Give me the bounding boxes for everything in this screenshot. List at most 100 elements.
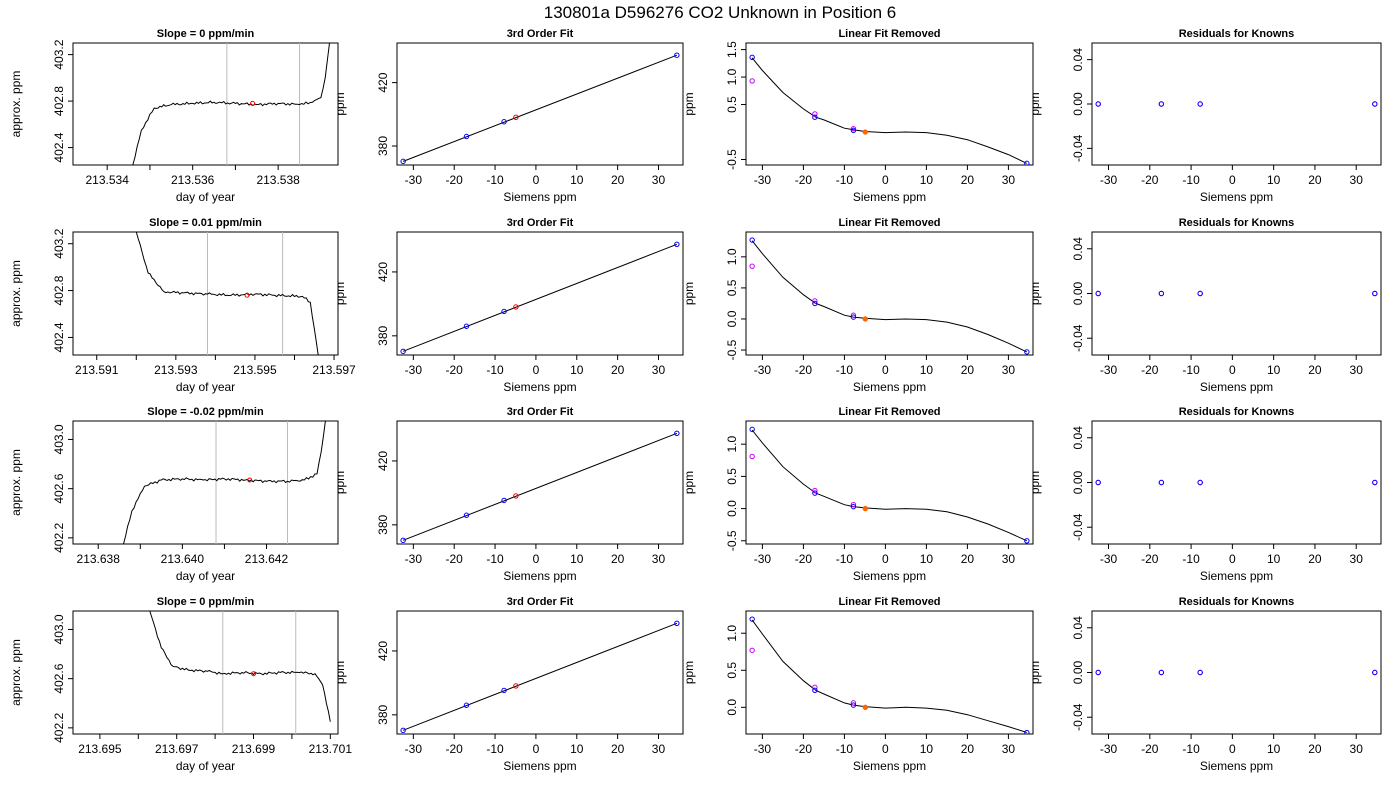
x-tick-label: 20 — [611, 173, 625, 187]
x-tick-label: 0 — [533, 173, 540, 187]
known-point-blue — [850, 503, 857, 510]
known-point-blue — [850, 127, 857, 134]
fit-line — [402, 432, 678, 541]
plot-area — [749, 426, 1030, 544]
x-axis-label: day of year — [176, 190, 235, 204]
x-tick-label: 213.642 — [245, 552, 289, 566]
y-tick-label: 1.0 — [725, 248, 739, 265]
plot-area — [135, 232, 319, 355]
y-tick-label: -0.04 — [1071, 703, 1085, 731]
known-point-blue — [749, 426, 755, 433]
x-tick-label: 0 — [882, 173, 889, 187]
known-point-blue — [1158, 669, 1165, 676]
panel-title: 3rd Order Fit — [507, 406, 574, 418]
panel-3-4: Residuals for Knowns Siemens ppm ppm -30 -20… — [1028, 406, 1382, 583]
y-tick-label: 0.00 — [1071, 660, 1085, 684]
y-tick-label: 0.5 — [725, 279, 739, 296]
x-tick-label: 20 — [1308, 742, 1322, 756]
x-tick-label: -10 — [486, 552, 504, 566]
panel-title: 3rd Order Fit — [507, 217, 574, 229]
y-tick-label: 403.0 — [52, 424, 66, 454]
known-point-blue — [463, 512, 470, 518]
known-point-blue — [749, 616, 755, 622]
y-tick-label: 0.00 — [1071, 281, 1085, 305]
x-tick-label: 213.699 — [232, 742, 276, 756]
x-tick-label: 30 — [652, 552, 666, 566]
known-point-blue — [1197, 479, 1203, 486]
y-tick-label: 403.2 — [52, 228, 66, 258]
known-point-blue — [1372, 101, 1378, 107]
panel-title: 3rd Order Fit — [507, 596, 574, 608]
known-point-blue — [1372, 669, 1378, 676]
known-point-blue — [501, 497, 507, 504]
y-axis-label: ppm — [1028, 282, 1042, 305]
y-axis-label: ppm — [1028, 661, 1042, 684]
x-tick-label: -30 — [1100, 363, 1118, 377]
known-point-blue — [1158, 479, 1165, 486]
panel-title: Linear Fit Removed — [838, 217, 940, 229]
y-tick-label: -0.04 — [1071, 513, 1085, 541]
ppm-trace-line — [123, 421, 326, 544]
x-axis-label: Siemens ppm — [853, 759, 926, 773]
x-tick-label: 30 — [1002, 742, 1016, 756]
x-tick-label: -20 — [446, 742, 464, 756]
known-point-blue — [674, 430, 680, 436]
x-tick-label: 213.593 — [154, 363, 198, 377]
known-point-blue — [812, 687, 818, 693]
y-tick-label: 402.6 — [52, 663, 66, 693]
x-tick-label: -10 — [1182, 173, 1200, 187]
fit-line — [402, 243, 678, 352]
known-point-blue — [749, 54, 755, 60]
x-tick-label: 213.640 — [161, 552, 205, 566]
y-tick-label: 0.5 — [725, 662, 739, 679]
known-point-blue — [463, 702, 470, 708]
unknown-point — [862, 704, 869, 711]
y-axis-label: approx. ppm — [9, 639, 23, 706]
x-tick-label: 20 — [611, 552, 625, 566]
x-tick-label: 0 — [533, 552, 540, 566]
x-tick-label: -30 — [754, 363, 772, 377]
y-tick-label: 0.00 — [1071, 470, 1085, 494]
x-tick-label: 20 — [1308, 363, 1322, 377]
plot-frame — [396, 420, 684, 545]
x-tick-label: -10 — [836, 173, 854, 187]
y-tick-label: 380 — [376, 136, 390, 156]
known-point-purple — [749, 647, 755, 653]
y-tick-label: 0.0 — [725, 699, 739, 716]
y-axis-label: ppm — [333, 661, 347, 684]
x-tick-label: 30 — [1002, 363, 1016, 377]
x-tick-label: 213.638 — [77, 552, 121, 566]
x-tick-label: 30 — [652, 363, 666, 377]
x-tick-label: 30 — [1002, 173, 1016, 187]
x-tick-label: -20 — [1141, 742, 1159, 756]
x-tick-label: -20 — [1141, 552, 1159, 566]
known-point-blue — [501, 119, 507, 125]
panel-title: Residuals for Knowns — [1179, 217, 1295, 229]
known-point-purple — [850, 700, 857, 706]
mean-marker — [250, 100, 256, 106]
x-tick-label: 213.534 — [85, 173, 129, 187]
y-tick-label: 0.04 — [1071, 48, 1085, 72]
x-axis-label: day of year — [176, 569, 235, 583]
x-tick-label: 30 — [1350, 363, 1364, 377]
x-tick-label: -30 — [1100, 742, 1118, 756]
known-point-purple — [812, 487, 818, 494]
y-tick-label: 380 — [376, 704, 390, 724]
x-tick-label: -10 — [1182, 363, 1200, 377]
known-point-blue — [1095, 479, 1101, 486]
panel-grid: Slope = 0 ppm/min day of year approx. ppm 2… — [9, 28, 1382, 773]
y-tick-label: -0.5 — [725, 339, 739, 360]
y-tick-label: 1.0 — [725, 625, 739, 642]
mean-marker — [247, 477, 253, 483]
unknown-point — [513, 304, 519, 310]
x-tick-label: -10 — [486, 363, 504, 377]
unknown-point — [513, 493, 519, 499]
known-point-blue — [1197, 101, 1203, 107]
x-tick-label: 0 — [882, 552, 889, 566]
known-point-blue — [1095, 669, 1101, 676]
known-point-blue — [1197, 669, 1203, 676]
known-point-blue — [812, 300, 818, 307]
y-tick-label: 402.2 — [52, 523, 66, 553]
x-tick-label: -30 — [754, 742, 772, 756]
